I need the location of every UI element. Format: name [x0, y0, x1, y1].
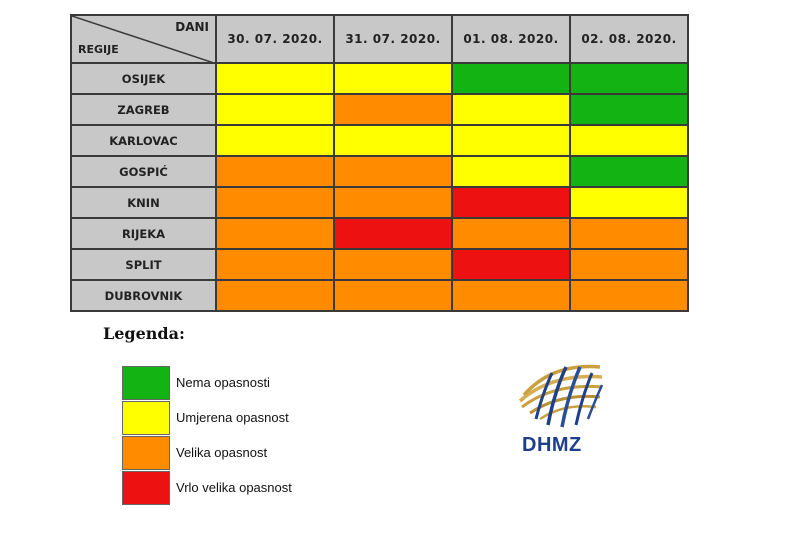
dhmz-logo-text: DHMZ: [522, 434, 582, 456]
corner-header-cell: DANI REGIJE: [70, 14, 217, 64]
legend-label: Velika opasnost: [176, 445, 268, 460]
danger-level-cell: [451, 155, 571, 188]
table-row: KARLOVAC: [70, 124, 689, 157]
date-header-cell: 01. 08. 2020.: [451, 14, 571, 64]
legend-swatch: [122, 436, 170, 470]
danger-level-cell: [569, 248, 689, 281]
legend-swatch: [122, 471, 170, 505]
danger-level-cell: [215, 62, 335, 95]
danger-level-cell: [333, 248, 453, 281]
region-name-cell: DUBROVNIK: [70, 279, 217, 312]
region-name-cell: GOSPIĆ: [70, 155, 217, 188]
danger-level-cell: [451, 217, 571, 250]
date-header-cell: 30. 07. 2020.: [215, 14, 335, 64]
region-name-cell: RIJEKA: [70, 217, 217, 250]
region-name-cell: ZAGREB: [70, 93, 217, 126]
legend-label: Vrlo velika opasnost: [176, 480, 292, 495]
danger-level-cell: [451, 93, 571, 126]
danger-level-cell: [333, 124, 453, 157]
table-row: OSIJEK: [70, 62, 689, 95]
table-row: ZAGREB: [70, 93, 689, 126]
danger-level-cell: [569, 124, 689, 157]
danger-level-cell: [333, 186, 453, 219]
legend-label: Umjerena opasnost: [176, 410, 289, 425]
table-row: KNIN: [70, 186, 689, 219]
table-row: SPLIT: [70, 248, 689, 281]
dates-axis-label: DANI: [175, 20, 209, 34]
danger-level-cell: [451, 124, 571, 157]
table-row: RIJEKA: [70, 217, 689, 250]
region-name-cell: SPLIT: [70, 248, 217, 281]
legend-swatch: [122, 401, 170, 435]
danger-level-cell: [569, 155, 689, 188]
legend-label: Nema opasnosti: [176, 375, 270, 390]
danger-level-cell: [333, 279, 453, 312]
danger-level-cell: [215, 155, 335, 188]
header-row: DANI REGIJE 30. 07. 2020. 31. 07. 2020. 01…: [70, 14, 689, 64]
danger-level-cell: [569, 279, 689, 312]
danger-level-cell: [333, 155, 453, 188]
region-name-cell: OSIJEK: [70, 62, 217, 95]
danger-level-cell: [215, 93, 335, 126]
danger-level-cell: [451, 62, 571, 95]
danger-level-cell: [215, 124, 335, 157]
danger-level-cell: [215, 186, 335, 219]
danger-level-cell: [569, 186, 689, 219]
danger-level-cell: [569, 217, 689, 250]
dhmz-logo-icon: [518, 364, 604, 428]
danger-level-cell: [333, 62, 453, 95]
table-body: OSIJEK ZAGREB KARLOVAC GOSPIĆ KNIN RIJEKA SPLI…: [70, 62, 689, 312]
danger-level-cell: [451, 186, 571, 219]
danger-level-cell: [215, 279, 335, 312]
region-name-cell: KARLOVAC: [70, 124, 217, 157]
legend-swatch: [122, 366, 170, 400]
danger-level-cell: [451, 248, 571, 281]
danger-level-cell: [215, 217, 335, 250]
regions-axis-label: REGIJE: [78, 43, 119, 56]
date-header-cell: 02. 08. 2020.: [569, 14, 689, 64]
danger-level-cell: [333, 93, 453, 126]
region-name-cell: KNIN: [70, 186, 217, 219]
legend-title: Legenda:: [103, 324, 185, 343]
danger-level-cell: [569, 62, 689, 95]
danger-level-cell: [451, 279, 571, 312]
table-row: DUBROVNIK: [70, 279, 689, 312]
corner-diagonal-line: [73, 17, 211, 61]
danger-level-cell: [333, 217, 453, 250]
fire-danger-table: DANI REGIJE 30. 07. 2020. 31. 07. 2020. 01…: [70, 14, 689, 312]
danger-level-cell: [215, 248, 335, 281]
date-header-cell: 31. 07. 2020.: [333, 14, 453, 64]
table-row: GOSPIĆ: [70, 155, 689, 188]
danger-level-cell: [569, 93, 689, 126]
dhmz-logo: DHMZ: [512, 355, 612, 465]
